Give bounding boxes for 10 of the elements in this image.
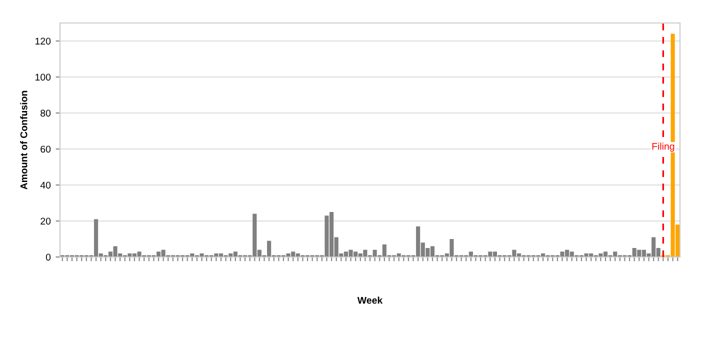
y-tick-label: 120 (35, 38, 51, 45)
y-tick-label: 60 (40, 146, 51, 153)
y-tick-label: 0 (46, 254, 51, 261)
y-tick-label: 100 (35, 74, 51, 81)
annotation: Filing (652, 142, 674, 152)
y-tick-label: 80 (40, 110, 51, 117)
x-axis-title: Week (357, 296, 383, 304)
y-tick-label: 20 (40, 218, 51, 225)
y-axis-title: Amount of Confusion (20, 90, 28, 190)
y-tick-label: 40 (40, 182, 51, 189)
